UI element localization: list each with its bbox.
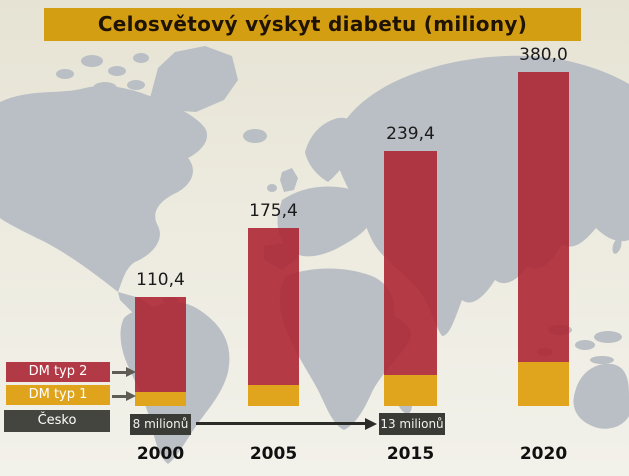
- year-label-2015: 2015: [386, 444, 435, 464]
- bar-dm-typ-1-2020: [518, 362, 569, 406]
- legend-item-dm-typ-2: DM typ 2: [6, 362, 110, 382]
- legend-arrow-dm2-icon: [112, 367, 136, 377]
- bar-dm-typ-1-2015: [384, 375, 437, 406]
- bar-dm-typ-1-2005: [248, 385, 299, 406]
- bar-dm-typ-2-2000: [135, 297, 186, 392]
- map-greenland: [150, 46, 238, 112]
- legend-arrow-dm1-icon: [112, 391, 136, 401]
- annotation-end-badge: 13 milionů: [379, 413, 445, 435]
- value-label-2005: 175,4: [249, 201, 298, 221]
- value-label-2020: 380,0: [519, 45, 568, 65]
- map-africa: [279, 268, 412, 430]
- annotation-start-badge: 8 milionů: [130, 414, 191, 435]
- year-label-2005: 2005: [249, 444, 298, 464]
- year-label-2020: 2020: [519, 444, 568, 464]
- bar-dm-typ-2-2015: [384, 151, 437, 375]
- bar-dm-typ-1-2000: [135, 392, 186, 406]
- value-label-2015: 239,4: [386, 124, 435, 144]
- value-label-2000: 110,4: [136, 270, 185, 290]
- map-north-america: [0, 85, 208, 292]
- legend-item-dm-typ-1: DM typ 1: [6, 385, 110, 405]
- year-label-2000: 2000: [136, 444, 185, 464]
- map-europe: [277, 186, 373, 257]
- legend-item-cesko: Česko: [4, 410, 110, 432]
- map-australia: [573, 363, 629, 429]
- chart-title: Celosvětový výskyt diabetu (miliony): [97, 12, 528, 36]
- bar-dm-typ-2-2020: [518, 72, 569, 362]
- growth-arrow-icon: [196, 417, 377, 430]
- bar-dm-typ-2-2005: [248, 228, 299, 385]
- title-banner: Celosvětový výskyt diabetu (miliony): [44, 8, 581, 41]
